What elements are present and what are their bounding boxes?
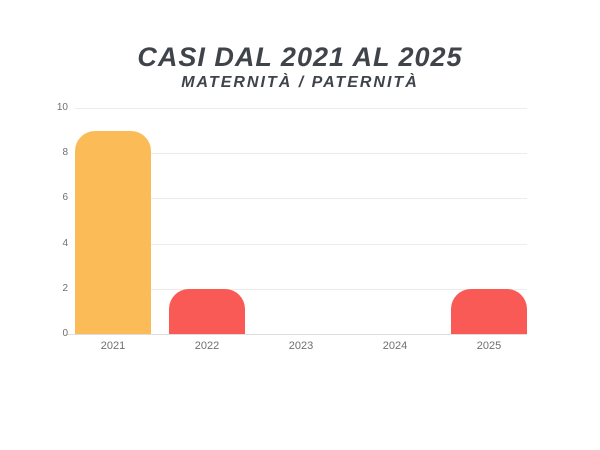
x-tick-label-2024: 2024: [382, 340, 408, 352]
y-tick-label-4: 4: [62, 237, 68, 249]
bar-2021: [75, 130, 151, 334]
gridline-y6: [75, 198, 527, 200]
y-tick-label-10: 10: [56, 102, 68, 113]
gridline-y2: [75, 288, 527, 290]
gridline-y4: [75, 243, 527, 245]
y-tick-label-2: 2: [62, 282, 68, 294]
y-tick-label-0: 0: [62, 328, 68, 339]
gridline-y8: [75, 153, 527, 155]
x-tick-label-2023: 2023: [288, 340, 314, 352]
bar-2025: [451, 288, 527, 334]
y-tick-label-6: 6: [62, 192, 68, 204]
chart-subtitle: MATERNITÀ / PATERNITÀ: [181, 74, 419, 91]
y-tick-label-8: 8: [62, 147, 68, 159]
x-tick-label-2025: 2025: [476, 340, 502, 352]
x-axis-line: [66, 334, 527, 335]
chart-title: CASI DAL 2021 AL 2025: [137, 42, 463, 72]
x-tick-label-2022: 2022: [194, 340, 220, 352]
x-tick-label-2021: 2021: [100, 340, 126, 352]
gridline-y10: [75, 108, 527, 109]
bar-2022: [169, 288, 245, 334]
